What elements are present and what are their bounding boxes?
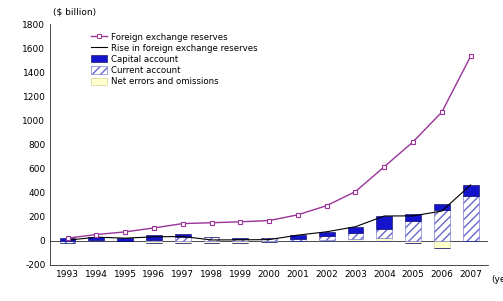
Bar — [348, 233, 363, 239]
Bar — [146, 235, 162, 240]
Bar — [434, 204, 450, 210]
Bar — [376, 237, 392, 241]
Bar — [290, 234, 306, 239]
Bar — [261, 238, 277, 241]
Bar — [60, 241, 75, 243]
Bar — [117, 238, 133, 240]
Bar — [232, 241, 248, 243]
Bar — [175, 237, 191, 241]
Bar — [204, 243, 219, 244]
Bar — [89, 237, 104, 240]
Bar — [376, 229, 392, 237]
Bar — [434, 210, 450, 241]
Bar — [175, 241, 191, 243]
Bar — [463, 196, 478, 240]
Bar — [405, 214, 421, 222]
Bar — [319, 236, 334, 240]
Bar — [434, 241, 450, 248]
Bar — [204, 237, 219, 241]
Bar — [261, 241, 277, 242]
Bar — [319, 240, 334, 241]
Bar — [319, 232, 334, 236]
Bar — [60, 238, 75, 241]
Bar — [89, 240, 104, 241]
Bar — [175, 234, 191, 237]
Legend: Foreign exchange reserves, Rise in foreign exchange reserves, Capital account, C: Foreign exchange reserves, Rise in forei… — [90, 31, 260, 88]
Bar — [146, 240, 162, 241]
Bar — [290, 239, 306, 241]
Bar — [405, 222, 421, 241]
Bar — [463, 185, 478, 196]
Bar — [348, 239, 363, 241]
Bar — [232, 238, 248, 239]
Text: (year): (year) — [491, 275, 503, 284]
Bar — [146, 241, 162, 243]
Bar — [348, 227, 363, 233]
Bar — [232, 239, 248, 241]
Text: ($ billion): ($ billion) — [53, 8, 96, 17]
Bar — [204, 241, 219, 243]
Bar — [405, 241, 421, 243]
Bar — [376, 216, 392, 229]
